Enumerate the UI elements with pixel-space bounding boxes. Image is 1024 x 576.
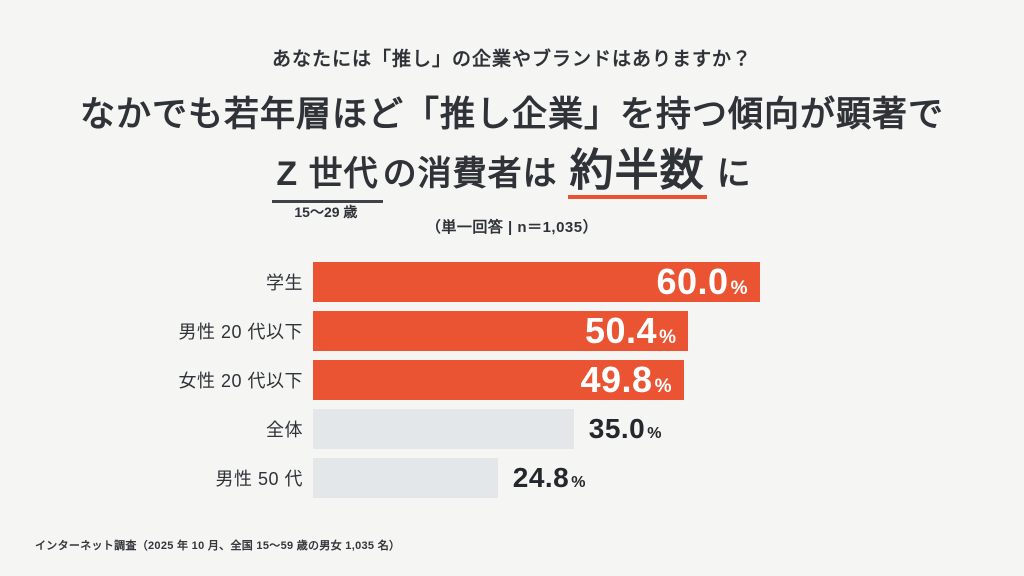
headline: なかでも若年層ほど「推し企業」を持つ傾向が顕著で Z 世代 15〜29 歳 の消費者… (0, 94, 1024, 220)
bar-value: 49.8% (581, 362, 684, 398)
headline-line2-mid: の消費者は (382, 155, 558, 193)
bar-value-number: 35.0 (588, 413, 646, 444)
zgen-age-note: 15〜29 歳 (294, 203, 358, 220)
headline-line2: Z 世代 15〜29 歳 の消費者は 約半数に (0, 147, 1024, 220)
bar-track: 35.0% (313, 409, 760, 449)
bar-track: 50.4% (313, 311, 760, 351)
bar-chart: 学生 60.0% 男性 20 代以下 50.4% 女性 20 代以下 49.8% 全体 35.… (0, 262, 1024, 507)
bar-value-unit: % (647, 425, 662, 442)
source-footnote: インターネット調査（2025 年 10 月、全国 15〜59 歳の男女 1,03… (35, 540, 401, 552)
bar-category-label: 学生 (266, 273, 303, 293)
headline-line1: なかでも若年層ほど「推し企業」を持つ傾向が顕著で (79, 95, 944, 134)
bar-value: 50.4% (585, 313, 688, 349)
bar-value-number: 49.8 (580, 359, 653, 400)
bar-value-number: 24.8 (512, 462, 570, 493)
bar-value: 60.0% (657, 264, 760, 300)
bar-value-number: 60.0 (656, 261, 729, 302)
bar-track: 49.8% (313, 360, 760, 400)
bar-category-label: 全体 (266, 420, 303, 440)
bar-value-unit: % (730, 278, 748, 299)
bar-highlighted: 50.4% (313, 311, 689, 351)
chart-row: 男性 20 代以下 50.4% (0, 311, 1024, 351)
bar-muted (313, 458, 498, 498)
bar-highlighted: 60.0% (313, 262, 760, 302)
bar-value: 24.8% (513, 464, 586, 492)
bar-value-unit: % (571, 474, 586, 491)
bar-value-number: 50.4 (584, 310, 658, 351)
bar-category-label: 男性 20 代以下 (178, 322, 303, 342)
chart-row: 全体 35.0% (0, 409, 1024, 449)
bar-highlighted: 49.8% (313, 360, 684, 400)
zgen-underlined-term: Z 世代 15〜29 歳 (272, 154, 383, 220)
bar-value: 35.0% (589, 415, 662, 443)
bar-track: 24.8% (313, 458, 760, 498)
chart-row: 女性 20 代以下 49.8% (0, 360, 1024, 400)
chart-row: 学生 60.0% (0, 262, 1024, 302)
bar-value-unit: % (654, 376, 672, 397)
chart-subtitle: （単一回答 | n＝1,035） (425, 219, 599, 236)
bar-track: 60.0% (313, 262, 760, 302)
bar-category-label: 女性 20 代以下 (178, 371, 303, 391)
zgen-text: Z 世代 (276, 155, 379, 193)
bar-category-label: 男性 50 代 (215, 469, 303, 489)
chart-row: 男性 50 代 24.8% (0, 458, 1024, 498)
survey-question: あなたには「推し」の企業やブランドはありますか？ (271, 49, 752, 70)
emphasis-underlined-term: 約半数 (567, 147, 707, 200)
bar-muted (313, 409, 574, 449)
headline-line2-suffix: に (716, 155, 752, 193)
bar-value-unit: % (659, 327, 677, 348)
